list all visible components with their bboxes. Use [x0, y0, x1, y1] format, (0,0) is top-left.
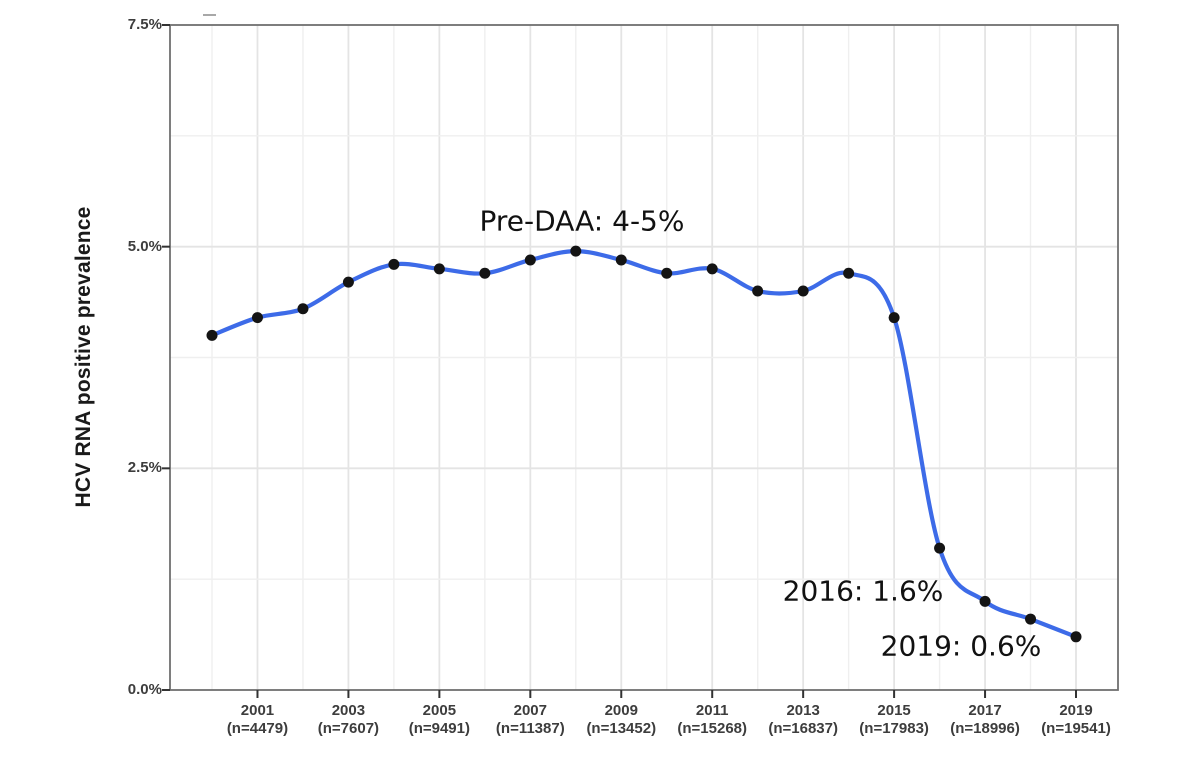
data-point: [706, 263, 718, 275]
x-tick-year: 2005: [422, 702, 457, 719]
x-tick-sample-size: (n=11387): [495, 720, 565, 737]
x-tick-year: 2009: [604, 702, 638, 719]
x-tick-label: 2005 (n=9491): [384, 702, 494, 738]
annotation-2016-value: 2016: 1.6%: [782, 574, 944, 608]
data-point: [1070, 631, 1082, 643]
data-point: [479, 267, 491, 279]
x-tick-label: 2015 (n=17983): [839, 702, 949, 738]
annotation-pre-daa: Pre-DAA: 4-5%: [479, 204, 685, 238]
annotation-2019-value: 2019: 0.6%: [880, 629, 1042, 663]
data-point: [1025, 613, 1037, 625]
x-tick-sample-size: (n=16837): [768, 720, 838, 737]
x-tick-label: 2003 (n=7607): [293, 702, 403, 738]
data-point: [797, 285, 809, 297]
data-point: [342, 276, 354, 288]
x-tick-sample-size: (n=17983): [859, 720, 929, 737]
x-tick-sample-size: (n=19541): [1041, 720, 1111, 737]
data-point: [524, 254, 536, 266]
x-tick-year: 2019: [1059, 702, 1093, 719]
x-tick-year: 2001: [240, 702, 275, 719]
x-tick-label: 2011 (n=15268): [657, 702, 767, 738]
y-tick-label: 7.5%: [127, 16, 162, 33]
stray-mark: [203, 14, 216, 16]
data-point: [388, 258, 400, 270]
data-point: [979, 595, 991, 607]
data-point: [888, 312, 900, 324]
panel-border: [169, 24, 1119, 691]
x-tick-year: 2013: [786, 702, 820, 719]
data-point: [661, 267, 673, 279]
data-point: [570, 245, 582, 257]
x-tick-sample-size: (n=4479): [226, 720, 289, 737]
x-tick-year: 2003: [331, 702, 366, 719]
y-axis-title: HCV RNA positive prevalence: [72, 206, 95, 508]
x-tick-label: 2019 (n=19541): [1021, 702, 1131, 738]
y-tick-label: 0.0%: [127, 681, 162, 698]
x-tick-label: 2017 (n=18996): [930, 702, 1040, 738]
y-tick-label: 2.5%: [127, 459, 162, 477]
x-tick-year: 2007: [513, 702, 547, 719]
data-point: [433, 263, 445, 275]
x-tick-label: 2007 (n=11387): [475, 702, 585, 738]
x-tick-year: 2011: [695, 702, 729, 719]
data-point: [934, 542, 946, 554]
x-tick-label: 2009 (n=13452): [566, 702, 676, 738]
x-tick-sample-size: (n=13452): [586, 720, 657, 737]
x-tick-sample-size: (n=18996): [950, 720, 1020, 737]
y-tick-label: 5.0%: [127, 237, 162, 255]
data-point: [297, 303, 309, 315]
x-tick-label: 2013 (n=16837): [748, 702, 858, 738]
x-tick-sample-size: (n=7607): [317, 720, 380, 737]
data-point: [843, 267, 855, 279]
x-tick-sample-size: (n=15268): [677, 720, 748, 737]
data-point: [752, 285, 764, 297]
data-point: [206, 329, 218, 341]
data-point: [251, 312, 263, 324]
x-tick-year: 2017: [968, 702, 1002, 719]
x-tick-sample-size: (n=9491): [408, 720, 470, 737]
x-tick-year: 2015: [877, 702, 911, 719]
data-point: [615, 254, 627, 266]
x-tick-label: 2001 (n=4479): [202, 702, 312, 738]
